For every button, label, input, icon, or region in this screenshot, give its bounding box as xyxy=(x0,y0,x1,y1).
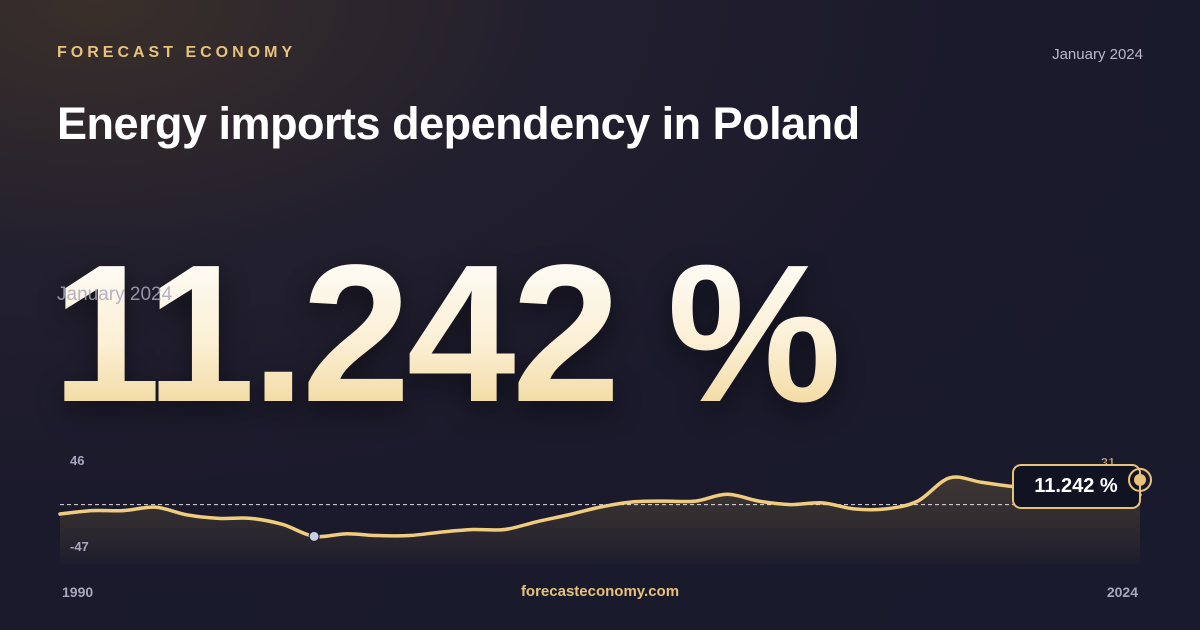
min-point-marker xyxy=(308,530,320,542)
last-value-badge xyxy=(1012,464,1141,509)
x-axis-end-label: 2024 xyxy=(1106,584,1138,600)
series-line xyxy=(58,475,1142,539)
headline-date: January 2024 xyxy=(57,284,173,305)
x-axis-start-label: 1990 xyxy=(62,584,94,600)
area-fill xyxy=(60,477,1140,564)
last-value-label: 11.242 % xyxy=(1034,475,1118,497)
page-title: Energy imports dependency in Poland xyxy=(57,98,860,149)
last-point-marker xyxy=(1134,473,1146,486)
footer-url[interactable]: forecasteconomy.com xyxy=(520,583,680,600)
header-date: January 2024 xyxy=(1052,46,1143,63)
brand-label: FORECAST ECONOMY xyxy=(57,44,297,61)
y-tick-max: 46 xyxy=(70,453,84,468)
last-point-ring xyxy=(1128,467,1152,492)
headline-value: 11.242 % xyxy=(52,224,841,443)
y-tick-min: -47 xyxy=(70,539,89,554)
